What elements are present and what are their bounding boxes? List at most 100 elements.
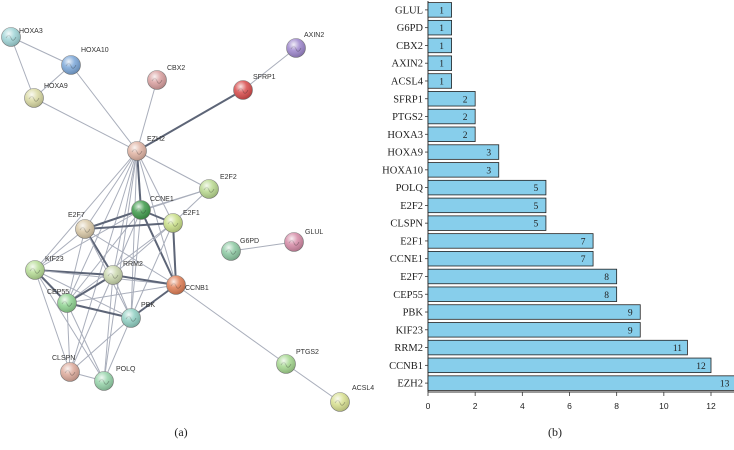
bar-clspn: [427, 215, 547, 231]
network-edge-ezh2-e2f7: [84, 150, 138, 230]
y-tick-label-hoxa10: HOXA10: [382, 165, 423, 176]
network-edge-rrm2-ccnb1: [112, 274, 177, 286]
network-edge-cep55-polq: [66, 302, 105, 382]
network-edge-ptgs2-acsl4: [285, 363, 341, 403]
data-label-hoxa3: 2: [463, 131, 468, 141]
node-gloss: [276, 354, 296, 374]
network-node-pbk: PBK: [121, 302, 155, 328]
y-tick-label-ccne1: CCNE1: [390, 254, 423, 265]
network-node-cbx2: CBX2: [147, 65, 185, 90]
y-tick-label-cep55: CEP55: [393, 290, 423, 301]
y-tick-label-pbk: PBK: [403, 308, 424, 319]
network-edge-e2f7-ccnb1: [84, 228, 177, 286]
data-label-kif23: 9: [628, 326, 633, 336]
network-edge-ccne1-pbk: [130, 209, 142, 319]
node-gloss: [199, 179, 219, 199]
node-label: POLQ: [116, 366, 136, 373]
y-tick-label-e2f1: E2F1: [400, 236, 423, 247]
node-label: EZH2: [147, 136, 165, 143]
x-tick-label-8: 8: [614, 401, 619, 411]
bar-ezh2: [427, 375, 734, 391]
bar-ccne1: [427, 251, 594, 267]
data-label-g6pd: 1: [439, 24, 444, 34]
network-node-kif23: KIF23: [25, 256, 64, 280]
y-tick-label-kif23: KIF23: [396, 325, 423, 336]
node-label: HOXA3: [19, 28, 43, 35]
data-label-clspn: 5: [534, 220, 539, 230]
network-edge-ccnb1-ptgs2: [175, 284, 287, 365]
data-label-cep55: 8: [604, 291, 609, 301]
y-tick-label-axin2: AXIN2: [392, 59, 424, 70]
node-label: SFRP1: [253, 74, 276, 81]
bar-polq: [427, 179, 547, 196]
node-gloss: [121, 308, 141, 328]
node-label: CCNE1: [150, 196, 174, 203]
network-node-rrm2: RRM2: [103, 261, 143, 285]
network-edge-e2f1-cep55: [66, 222, 174, 304]
network-edge-hoxa9-ezh2: [33, 97, 138, 152]
data-label-axin2: 1: [439, 60, 444, 70]
network-edge-e2f1-e2f7: [84, 222, 174, 230]
network-edge-ezh2-ccne1: [136, 150, 142, 211]
network-edge-axin2-sfrp1: [242, 47, 297, 91]
node-label: PBK: [141, 302, 155, 309]
node-label: CLSPN: [52, 355, 75, 362]
node-gloss: [286, 38, 306, 58]
network-node-glul: GLUL: [284, 229, 323, 252]
node-gloss: [284, 232, 304, 252]
y-tick-label-cbx2: CBX2: [396, 41, 423, 52]
data-label-e2f7: 8: [604, 273, 609, 283]
node-gloss: [61, 55, 81, 75]
y-tick-label-rrm2: RRM2: [394, 343, 423, 354]
node-gloss: [60, 362, 80, 382]
node-gloss: [163, 213, 183, 233]
data-label-polq: 5: [534, 184, 539, 194]
data-label-hoxa9: 3: [486, 149, 491, 159]
y-tick-label-glul: GLUL: [395, 5, 423, 16]
network-node-ezh2: EZH2: [127, 136, 165, 161]
bar-cep55: [427, 286, 618, 302]
node-label: E2F1: [183, 210, 200, 217]
data-label-e2f1: 7: [581, 237, 586, 247]
panel-b-label: (b): [548, 425, 562, 439]
network-edge-ezh2-polq: [103, 150, 138, 382]
network-node-cep55: CEP55: [47, 289, 77, 313]
network-nodes: HOXA3 HOXA10 HOXA9 AXIN2 CBX2 SFRP1 EZH2 E2F2 CC…: [1, 27, 374, 412]
y-tick-label-g6pd: G6PD: [397, 23, 424, 34]
node-label: ACSL4: [352, 385, 374, 392]
network-edge-ezh2-kif23: [34, 150, 138, 271]
node-label: AXIN2: [304, 32, 324, 39]
data-label-sfrp1: 2: [463, 95, 468, 105]
bar-e2f2: [427, 197, 547, 214]
data-label-pbk: 9: [628, 309, 633, 319]
network-node-ptgs2: PTGS2: [276, 349, 319, 374]
data-label-ezh2: 13: [720, 380, 730, 390]
node-label: CCNB1: [185, 285, 209, 292]
node-gloss: [25, 260, 45, 280]
network-edge-ccne1-ccnb1: [140, 209, 177, 286]
y-tick-label-ccnb1: CCNB1: [389, 361, 423, 372]
node-label: PTGS2: [296, 349, 319, 356]
node-label: GLUL: [305, 229, 323, 236]
network-edge-hoxa3-hoxa10: [10, 36, 72, 66]
data-label-acsl4: 1: [439, 77, 444, 87]
network-node-hoxa9: HOXA9: [24, 83, 68, 108]
network-edge-ezh2-rrm2: [112, 150, 138, 276]
network-edge-pbk-clspn: [69, 317, 132, 373]
network-edge-ccnb1-cep55: [66, 284, 177, 304]
network-node-acsl4: ACSL4: [330, 385, 374, 412]
network-edge-pbk-polq: [103, 317, 132, 382]
network-edge-ezh2-clspn: [69, 150, 138, 373]
y-tick-label-ptgs2: PTGS2: [392, 112, 423, 123]
node-label: G6PD: [240, 238, 259, 245]
network-edge-cbx2-ezh2: [136, 79, 158, 152]
bar-ptgs2: [427, 108, 476, 125]
node-label: E2F2: [220, 174, 237, 181]
bar-e2f7: [427, 268, 618, 285]
network-edge-ezh2-pbk: [130, 150, 138, 319]
node-gloss: [75, 219, 95, 239]
node-gloss: [330, 392, 350, 412]
network-node-g6pd: G6PD: [221, 238, 259, 261]
network-edge-ezh2-e2f1: [136, 150, 174, 224]
